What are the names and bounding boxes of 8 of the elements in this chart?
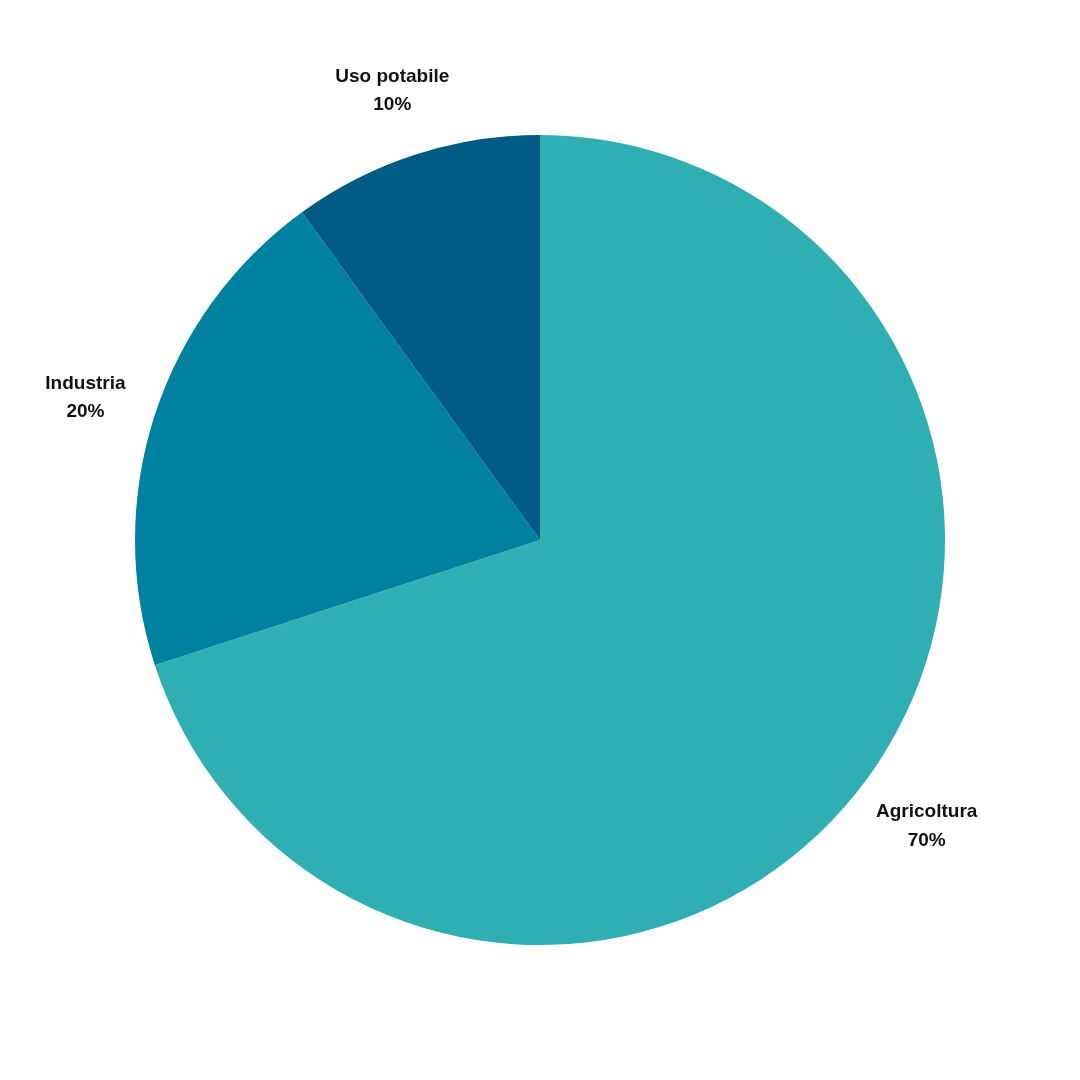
data-label: 10% (373, 93, 412, 115)
pie-slice (135, 212, 540, 666)
data-label: 70% (907, 828, 946, 850)
slice-label: Agricoltura (876, 800, 978, 822)
slice-label: Uso potabile (335, 64, 450, 86)
data-label: 20% (66, 399, 105, 421)
slice-label: Industria (45, 371, 126, 393)
pie-slice (301, 135, 540, 540)
